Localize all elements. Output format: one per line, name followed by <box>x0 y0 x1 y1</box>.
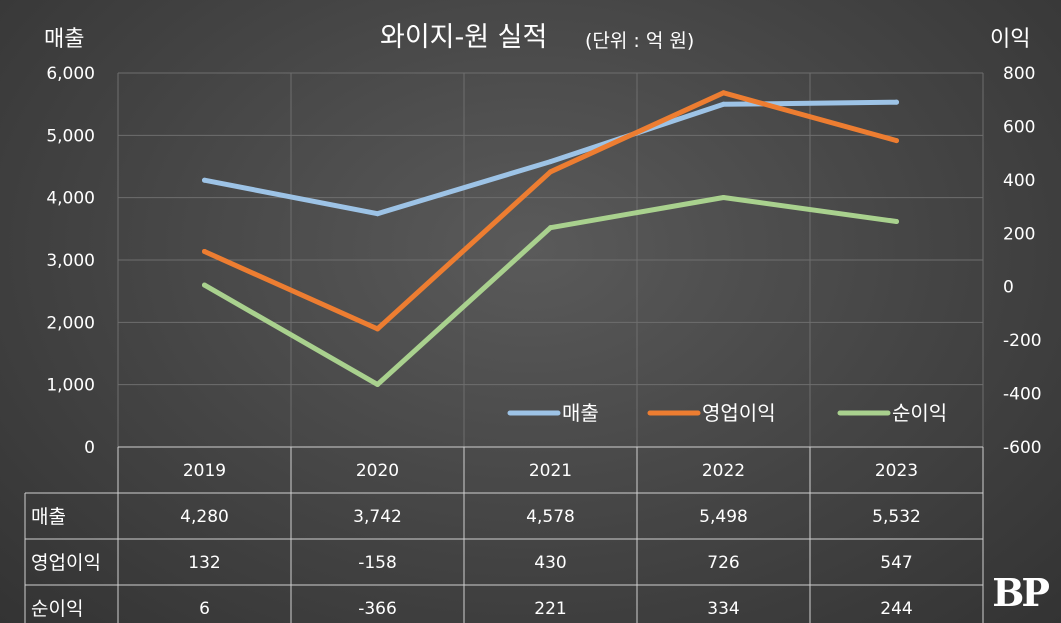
table-cell: 430 <box>534 553 566 573</box>
data-point <box>894 99 899 105</box>
table-cell: 3,742 <box>353 507 402 527</box>
left-tick-label: 5,000 <box>46 126 95 146</box>
left-tick-label: 3,000 <box>46 251 95 271</box>
right-tick-label: 200 <box>1003 224 1035 244</box>
table-cell: -158 <box>358 553 397 573</box>
series-line-매출 <box>202 99 899 217</box>
data-point <box>548 225 553 231</box>
table-cell: 334 <box>707 599 739 619</box>
legend: 매출 영업이익 순이익 <box>507 401 947 425</box>
right-tick-label: -200 <box>1003 331 1042 351</box>
chart-subtitle: (단위 : 억 원) <box>585 30 694 52</box>
right-tick-label: -400 <box>1003 385 1042 405</box>
right-tick-label: 0 <box>1003 278 1014 298</box>
table-cell: 221 <box>534 599 566 619</box>
data-point <box>721 101 726 107</box>
chart-title: 와이지-원 실적 <box>380 22 547 53</box>
left-tick-label: 1,000 <box>46 376 95 396</box>
left-tick-label: 0 <box>84 438 95 458</box>
data-point <box>202 282 207 288</box>
table-row-label: 매출 <box>31 506 66 528</box>
legend-label: 순이익 <box>892 401 947 425</box>
data-point <box>721 90 726 96</box>
table-cell: 547 <box>880 553 912 573</box>
legend-label: 매출 <box>562 401 599 425</box>
left-tick-label: 2,000 <box>46 313 95 333</box>
table-cell: 244 <box>880 599 912 619</box>
table-cell: 726 <box>707 553 739 573</box>
data-point <box>202 248 207 254</box>
table-header-year: 2021 <box>529 461 572 481</box>
table-header-year: 2019 <box>183 461 226 481</box>
bp-logo: BP <box>992 570 1050 615</box>
left-axis: 0 1,000 2,000 3,000 4,000 5,000 6,000 <box>46 64 95 458</box>
data-table: 2019 2020 2021 2022 2023 매출 4,280 3,742 4,578 5,4… <box>24 446 984 623</box>
table-cell: 6 <box>199 599 210 619</box>
right-tick-label: 800 <box>1003 64 1035 84</box>
table-cell: 4,280 <box>180 507 229 527</box>
table-row-label: 순이익 <box>31 598 83 620</box>
left-tick-label: 4,000 <box>46 189 95 209</box>
data-point <box>202 177 207 183</box>
data-point <box>894 219 899 225</box>
data-point <box>375 381 380 387</box>
grid <box>117 72 984 447</box>
table-header-year: 2023 <box>875 461 918 481</box>
table-header-year: 2022 <box>702 461 745 481</box>
right-tick-label: 600 <box>1003 117 1035 137</box>
left-tick-label: 6,000 <box>46 64 95 84</box>
data-point <box>894 138 899 144</box>
data-point <box>721 194 726 200</box>
legend-label: 영업이익 <box>702 401 776 425</box>
right-axis: -600 -400 -200 0 200 400 600 800 <box>1003 64 1042 458</box>
table-cell: 5,498 <box>699 507 748 527</box>
table-cell: 132 <box>188 553 220 573</box>
series-lines <box>202 90 899 387</box>
data-point <box>548 169 553 175</box>
right-axis-title: 이익 <box>990 27 1030 52</box>
table-cell: 4,578 <box>526 507 575 527</box>
table-header-year: 2020 <box>356 461 399 481</box>
series-line-영업이익 <box>202 90 899 332</box>
table-cell: 5,532 <box>872 507 921 527</box>
table-cell: -366 <box>358 599 397 619</box>
data-point <box>375 211 380 217</box>
right-tick-label: 400 <box>1003 171 1035 191</box>
left-axis-title: 매출 <box>44 27 84 52</box>
data-point <box>375 326 380 332</box>
table-row-label: 영업이익 <box>31 552 101 574</box>
data-point <box>548 159 553 165</box>
right-tick-label: -600 <box>1003 438 1042 458</box>
